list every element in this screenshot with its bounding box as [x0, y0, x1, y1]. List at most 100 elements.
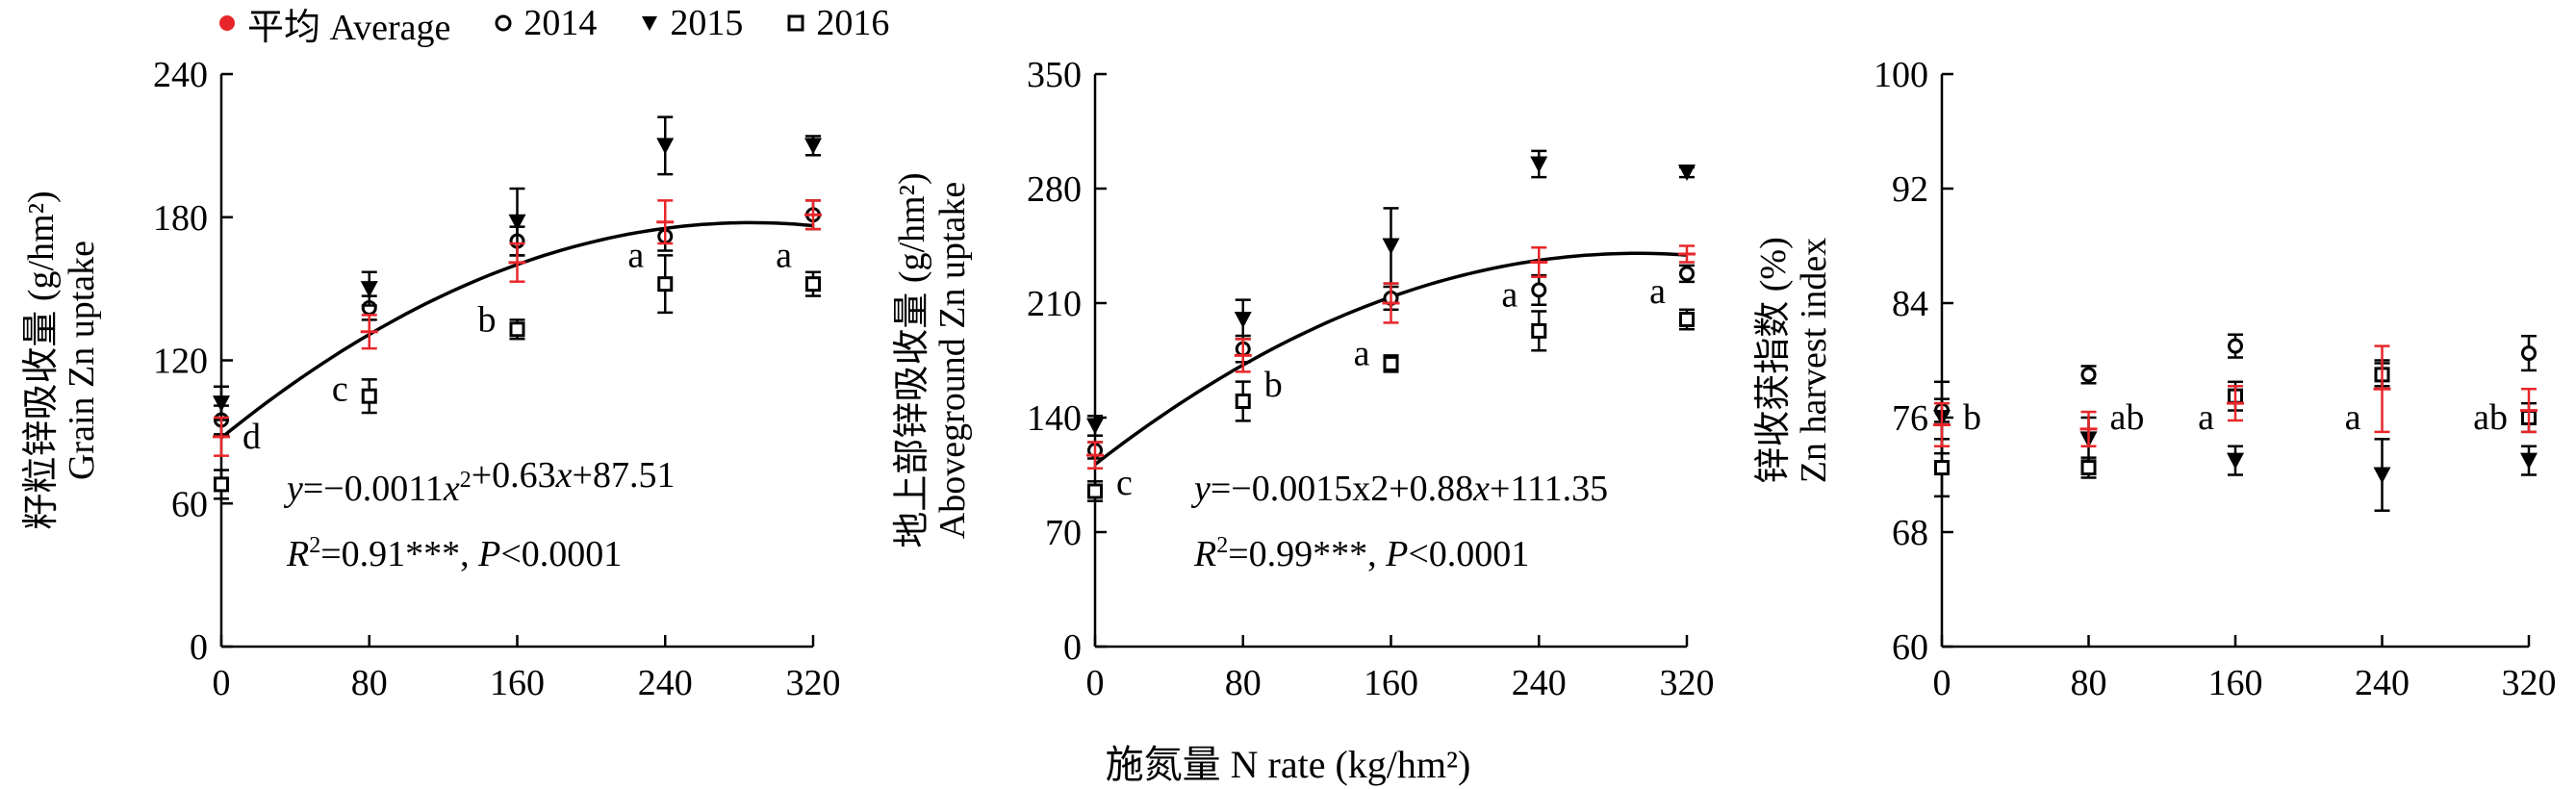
significance-letter: a — [1354, 334, 1370, 374]
significance-letter: a — [1649, 271, 1666, 312]
y-tick-label: 60 — [171, 484, 208, 524]
x-tick-label: 320 — [786, 663, 841, 703]
x-tick-label: 80 — [351, 663, 388, 703]
point-2015 — [360, 281, 378, 298]
y-tick-label: 76 — [1892, 398, 1928, 439]
fit-r2: R2=0.99***, P<0.0001 — [1193, 533, 1529, 574]
significance-letter: ab — [2110, 397, 2145, 438]
legend-item-2014: 2014 — [493, 2, 597, 44]
point-2016 — [2080, 460, 2097, 476]
chart-panel-2: 0 70 140 210 280 350 0 80 160 240 320 地上部锌吸收量 (g/hm… — [892, 55, 1715, 703]
x-tick-label: 320 — [2502, 663, 2557, 703]
x-tick-label: 160 — [2208, 663, 2263, 703]
y-tick-label: 240 — [153, 55, 208, 95]
y-axis-title-en: Aboveground Zn uptake — [932, 182, 973, 539]
significance-letter: b — [478, 299, 497, 340]
y-tick-label: 280 — [1027, 169, 1082, 210]
y-tick-label: 120 — [153, 342, 208, 382]
point-2014 — [1679, 266, 1695, 282]
point-2016 — [1531, 322, 1547, 339]
y-tick-label: 350 — [1027, 55, 1082, 95]
square-marker-icon — [787, 14, 804, 32]
y-axis-title-cn: 籽粒锌吸收量 (g/hm²) — [21, 191, 62, 529]
fit-equation: y=−0.0011x2+0.63x+87.51 — [283, 455, 675, 509]
fit-equation: y=−0.0015x2+0.88x+111.35 — [1190, 469, 1608, 509]
y-tick-label: 180 — [153, 198, 208, 239]
point-2015 — [1234, 312, 1252, 328]
legend-label-2015: 2015 — [670, 3, 744, 43]
x-tick-label: 80 — [2071, 663, 2107, 703]
point-2015 — [213, 395, 230, 413]
x-axis-title: 施氮量 N rate (kg/hm²) — [1105, 743, 1471, 786]
significance-letter: c — [1116, 463, 1133, 503]
point-2016 — [214, 476, 229, 493]
y-tick-label: 0 — [190, 627, 208, 668]
y-tick-label: 92 — [1892, 169, 1928, 210]
significance-letter: a — [627, 235, 644, 275]
y-tick-label: 60 — [1892, 627, 1928, 668]
significance-letter: a — [776, 235, 792, 275]
x-tick-label: 160 — [1364, 663, 1418, 703]
y-tick-label: 210 — [1027, 284, 1082, 324]
point-2014 — [2228, 338, 2243, 354]
point-2015 — [2520, 452, 2538, 470]
significance-letter: a — [2345, 397, 2361, 438]
y-axis-title-cn: 锌收获指数 (%) — [1753, 237, 1794, 483]
x-tick-label: 240 — [1512, 663, 1567, 703]
legend-label-average: 平均 Average — [247, 7, 451, 48]
circle-marker-icon — [495, 14, 512, 32]
point-2015 — [1678, 165, 1696, 181]
significance-letter: b — [1264, 365, 1283, 405]
point-2015 — [1382, 238, 1400, 255]
x-tick-label: 240 — [2355, 663, 2410, 703]
y-tick-label: 70 — [1045, 513, 1082, 553]
significance-letter: d — [242, 417, 261, 457]
x-tick-label: 0 — [1086, 663, 1105, 703]
point-2015 — [508, 214, 526, 231]
point-2016 — [1383, 355, 1399, 371]
y-tick-label: 100 — [1874, 55, 1928, 95]
legend-label-2014: 2014 — [523, 3, 598, 43]
point-2015 — [2227, 452, 2244, 470]
significance-letter: c — [332, 369, 348, 409]
point-2016 — [657, 276, 674, 293]
point-2015 — [656, 138, 675, 155]
y-tick-label: 84 — [1892, 284, 1928, 324]
y-axis-title-cn: 地上部锌吸收量 (g/hm²) — [892, 172, 932, 547]
y-tick-label: 0 — [1063, 627, 1082, 668]
significance-letter: a — [2198, 397, 2214, 438]
point-2016 — [361, 388, 377, 404]
point-2014 — [1531, 282, 1547, 298]
legend: 平均 Average 2014 2015 2016 — [217, 0, 931, 48]
legend-label-2016: 2016 — [816, 3, 890, 43]
chart-panel-1: 0 60 120 180 240 0 80 160 240 320 籽粒锌吸收量 (g/hm²) Gr… — [21, 55, 841, 703]
significance-letter: a — [1501, 275, 1518, 316]
point-2016 — [1235, 394, 1251, 409]
point-2015 — [2373, 467, 2391, 484]
x-tick-label: 80 — [1225, 663, 1262, 703]
legend-item-average: 平均 Average — [217, 0, 450, 50]
y-tick-label: 68 — [1892, 513, 1928, 553]
point-2016 — [1679, 312, 1695, 327]
x-tick-label: 160 — [490, 663, 545, 703]
y-tick-label: 140 — [1027, 398, 1082, 439]
legend-item-2016: 2016 — [785, 2, 889, 44]
x-tick-label: 320 — [1660, 663, 1715, 703]
point-2015 — [1530, 156, 1548, 173]
significance-letter: b — [1963, 397, 1981, 438]
point-2015 — [1086, 418, 1104, 435]
point-2016 — [805, 276, 821, 293]
point-2016 — [509, 321, 525, 338]
average-dot-icon — [219, 15, 235, 31]
chart-panel-3: 60 68 76 84 92 100 0 80 160 240 320 锌收获指数 (%) Zn har… — [1753, 55, 2557, 703]
x-tick-label: 0 — [1933, 663, 1951, 703]
y-axis-title-en: Zn harvest index — [1794, 238, 1834, 483]
x-tick-label: 240 — [638, 663, 693, 703]
y-axis-title-en: Grain Zn uptake — [62, 241, 102, 480]
point-2016 — [1934, 460, 1950, 476]
point-2015 — [804, 138, 822, 155]
point-2016 — [1087, 483, 1103, 499]
triangle-marker-icon — [642, 16, 658, 31]
point-2014 — [2080, 367, 2097, 383]
